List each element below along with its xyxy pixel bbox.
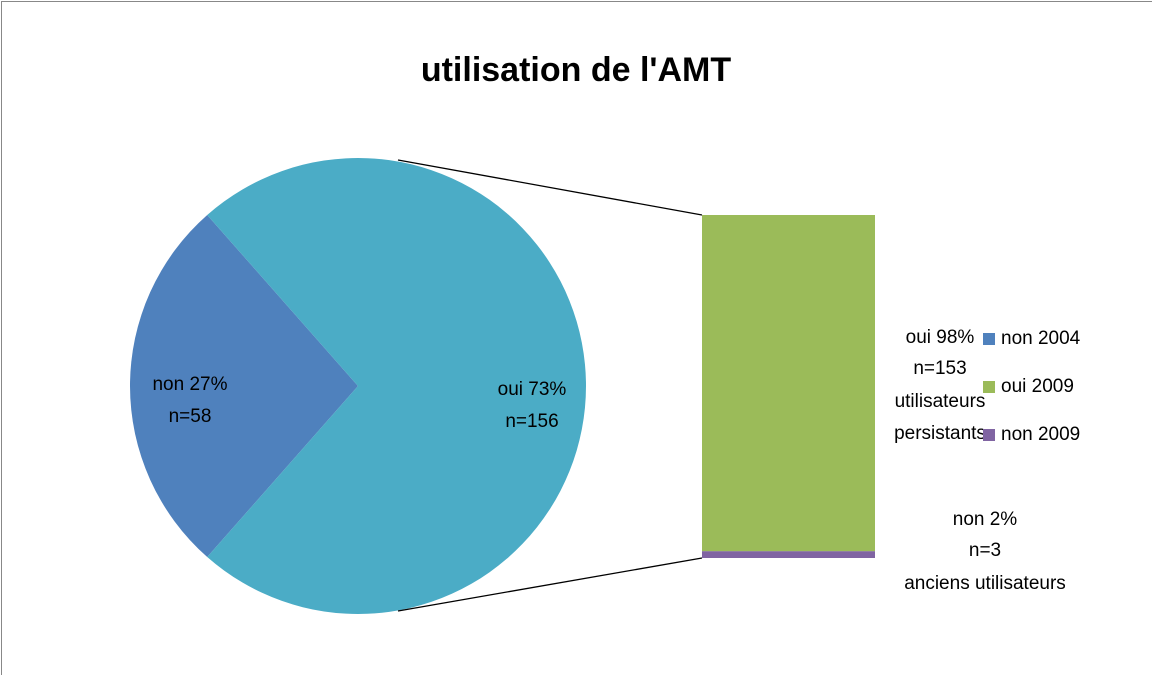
data-label: oui 98% [906, 327, 975, 348]
connector [397, 557, 703, 612]
legend-label: non 2004 [1001, 328, 1081, 349]
legend-label: non 2009 [1001, 424, 1080, 445]
note-label: anciens utilisateurs [904, 573, 1066, 594]
bar-segment [702, 215, 875, 552]
note-label: persistants [894, 423, 986, 444]
data-label: non 2% [953, 509, 1018, 530]
data-label: oui 73% [498, 379, 567, 400]
count-label: n=153 [913, 358, 966, 379]
legend-swatch [983, 429, 995, 441]
chart-title: utilisation de l'AMT [421, 51, 732, 89]
legend-swatch [983, 381, 995, 393]
count-label: n=3 [969, 540, 1001, 561]
note-label: utilisateurs [895, 391, 986, 412]
count-label: n=156 [505, 411, 558, 432]
count-label: n=58 [169, 406, 212, 427]
connector [397, 159, 703, 216]
legend-label: oui 2009 [1001, 376, 1074, 397]
data-label: non 27% [152, 374, 227, 395]
pie-slice [129, 214, 358, 558]
legend-swatch [983, 333, 995, 345]
pie-slice [207, 157, 587, 615]
bar-segment [702, 551, 875, 558]
